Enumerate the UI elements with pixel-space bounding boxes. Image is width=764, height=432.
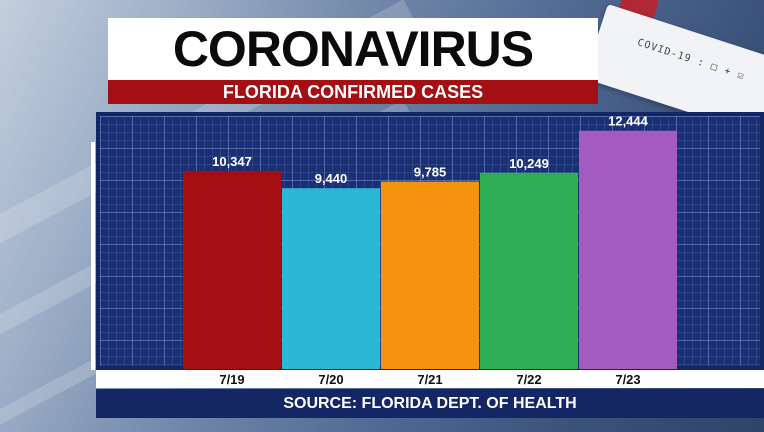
subtitle-box: [108, 80, 598, 104]
x-tick-label: 7/21: [417, 372, 442, 387]
x-tick-label: 7/23: [615, 372, 640, 387]
data-label: 9,785: [414, 165, 447, 180]
data-label: 10,249: [509, 156, 549, 171]
source-label: SOURCE: FLORIDA DEPT. OF HEALTH: [283, 395, 577, 412]
bar-7-19: [183, 170, 281, 369]
x-tick-label: 7/19: [219, 372, 244, 387]
bar-7-20: [282, 188, 380, 369]
header: CORONAVIRUS FLORIDA CONFIRMED CASES: [108, 18, 598, 104]
source-box: [96, 389, 764, 418]
bar-7-23: [579, 130, 677, 369]
x-tick-label: 7/20: [318, 372, 343, 387]
bar-7-22: [480, 172, 578, 369]
chart-subtitle: FLORIDA CONFIRMED CASES: [222, 82, 484, 102]
data-label: 12,444: [608, 114, 649, 129]
data-label: 9,440: [315, 171, 348, 186]
title-box: [108, 18, 598, 80]
left-accent-bar: [91, 142, 95, 370]
x-tick-label: 7/22: [516, 372, 541, 387]
data-label: 10,347: [212, 154, 252, 169]
x-axis-band: [96, 370, 764, 388]
chart-title: CORONAVIRUS: [172, 21, 534, 77]
bar-7-21: [381, 181, 479, 369]
